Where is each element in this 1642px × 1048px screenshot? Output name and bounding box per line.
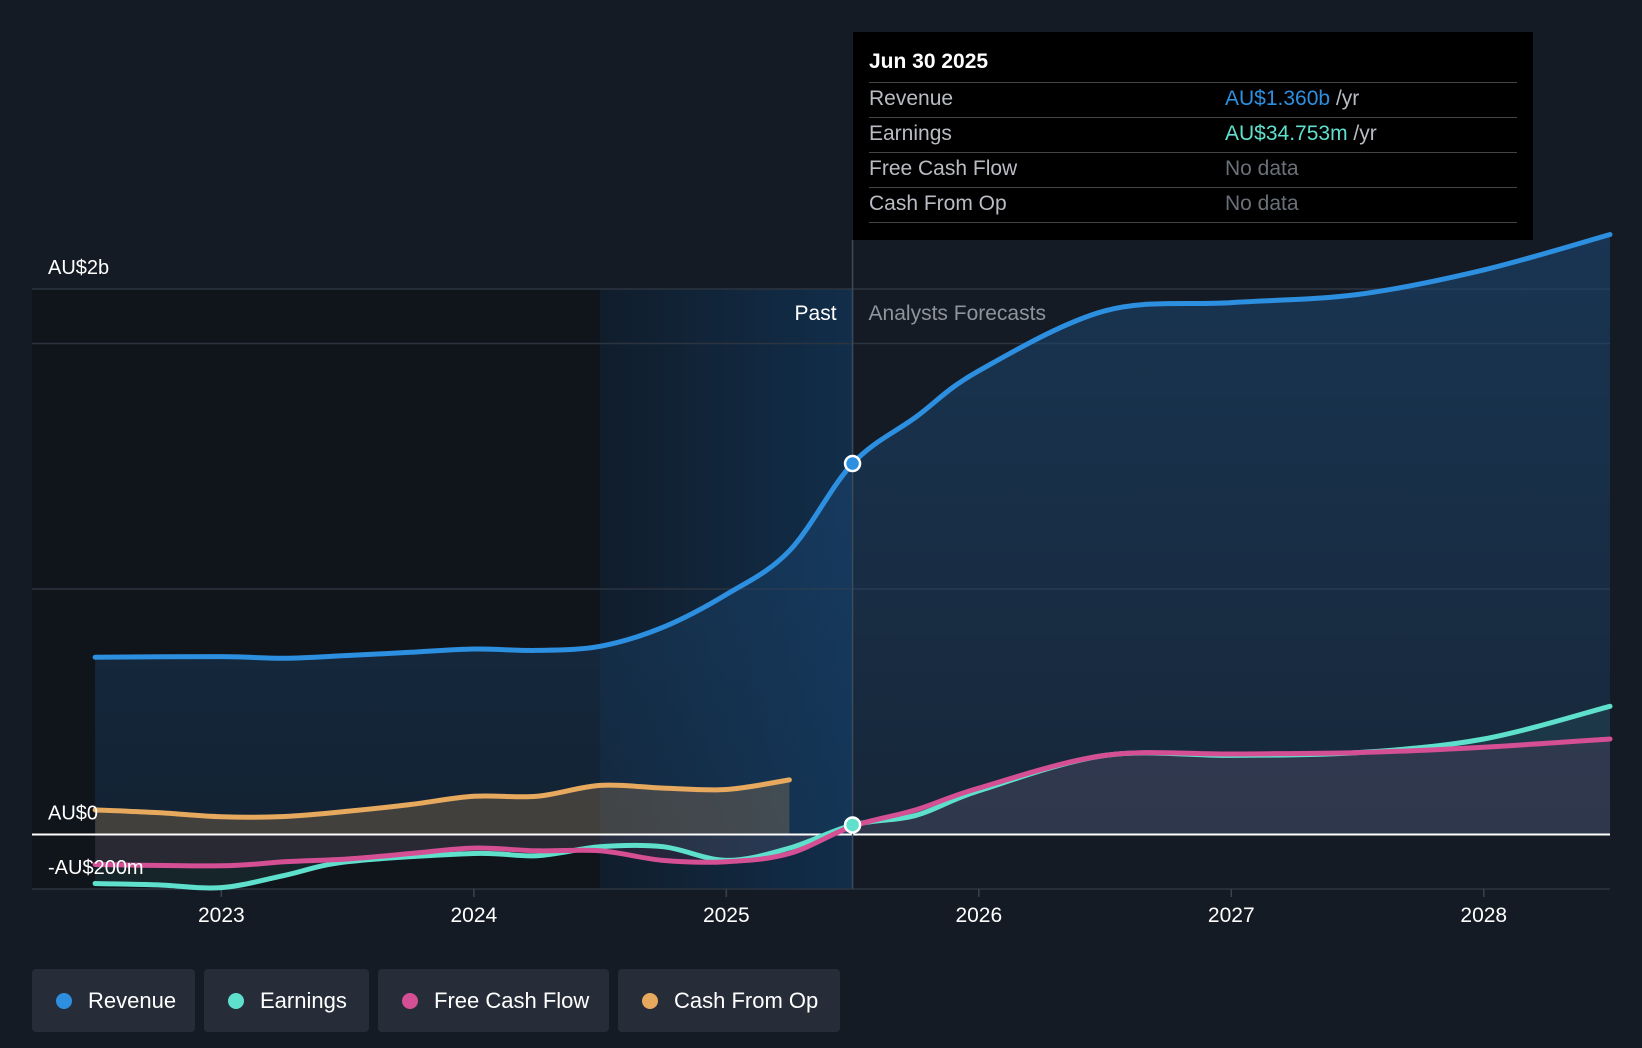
tooltip-value: No data <box>1225 157 1299 180</box>
legend-item-cash-from-op[interactable]: Cash From Op <box>618 969 840 1032</box>
tooltip-value: No data <box>1225 192 1299 215</box>
revenue-dot-icon <box>56 993 72 1009</box>
tooltip-value: AU$34.753m /yr <box>1225 122 1377 145</box>
tooltip-row-cfo: Cash From Op No data <box>869 187 1517 222</box>
x-tick-label: 2026 <box>955 904 1002 927</box>
earnings-dot-icon <box>228 993 244 1009</box>
tooltip-divider <box>869 222 1517 223</box>
tooltip-label: Earnings <box>869 122 952 145</box>
x-tick-label: 2023 <box>198 904 245 927</box>
free-cash-flow-dot-icon <box>402 993 418 1009</box>
series-lines <box>92 232 1613 891</box>
x-tick-label: 2028 <box>1460 904 1507 927</box>
legend-label: Cash From Op <box>674 988 819 1013</box>
tooltip-date: Jun 30 2025 <box>869 50 989 73</box>
y-tick-label: AU$0 <box>48 802 98 824</box>
past-label: Past <box>795 302 837 325</box>
hover-markers <box>843 454 862 834</box>
y-axis-labels: AU$2b AU$0 -AU$200m <box>48 257 144 879</box>
tooltip-row-earnings: Earnings AU$34.753m /yr <box>869 117 1517 152</box>
legend-item-free-cash-flow[interactable]: Free Cash Flow <box>378 969 609 1032</box>
tooltip-label: Free Cash Flow <box>869 157 1018 180</box>
legend-label: Free Cash Flow <box>434 988 590 1013</box>
cash-from-op-area <box>95 779 790 835</box>
x-tick-label: 2024 <box>450 904 497 927</box>
free-cash-flow-line <box>92 736 1613 869</box>
x-axis-labels: 2023 2024 2025 2026 2027 2028 <box>198 904 1507 927</box>
tooltip-value: AU$1.360b /yr <box>1225 87 1360 110</box>
x-tick-label: 2025 <box>703 904 750 927</box>
tooltip-label: Cash From Op <box>869 192 1007 215</box>
revenue-line <box>92 232 1613 661</box>
legend-item-revenue[interactable]: Revenue <box>32 969 195 1032</box>
tooltip: Jun 30 2025 Revenue AU$1.360b /yr Earnin… <box>853 32 1533 240</box>
legend-label: Earnings <box>260 988 347 1013</box>
tooltip-label: Revenue <box>869 87 954 110</box>
tooltip-row-fcf: Free Cash Flow No data <box>869 152 1517 187</box>
earnings-marker <box>843 816 862 834</box>
tooltip-row-revenue: Revenue AU$1.360b /yr <box>869 82 1517 117</box>
earnings-area <box>95 706 1611 889</box>
x-tick-label: 2027 <box>1208 904 1255 927</box>
legend-item-earnings[interactable]: Earnings <box>204 969 369 1032</box>
forecast-label: Analysts Forecasts <box>869 302 1046 325</box>
y-tick-label: AU$2b <box>48 257 109 279</box>
legend-label: Revenue <box>88 988 177 1013</box>
y-tick-label: -AU$200m <box>48 857 144 879</box>
cash-from-op-dot-icon <box>642 993 658 1009</box>
revenue-marker <box>843 454 862 473</box>
cash-from-op-line <box>92 777 792 820</box>
